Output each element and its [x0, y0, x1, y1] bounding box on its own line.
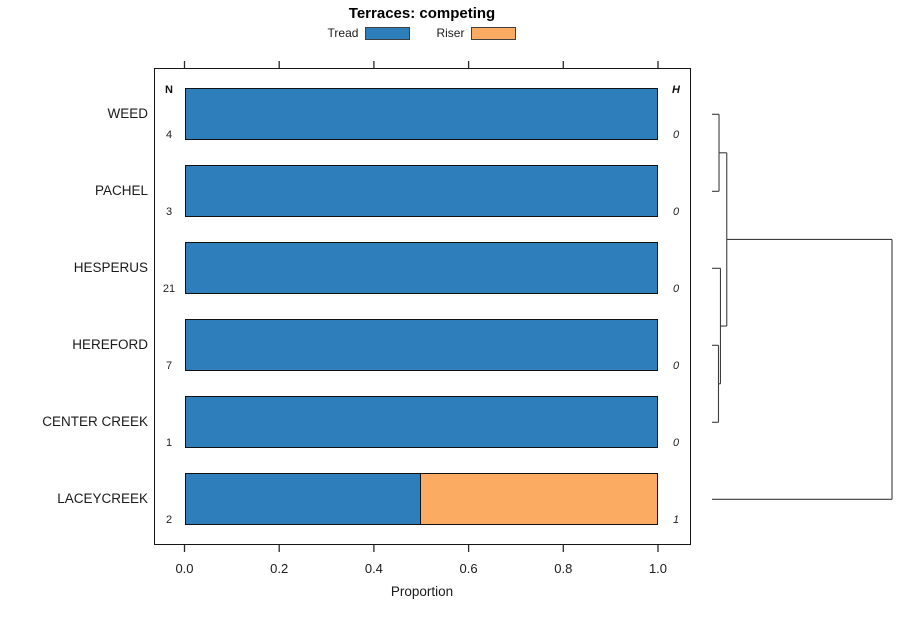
legend-label: Riser [436, 26, 465, 40]
x-tick-label: 1.0 [648, 561, 668, 576]
n-value: 3 [165, 206, 173, 219]
x-tick-label: 0.2 [270, 561, 289, 576]
x-axis-label: Proportion [390, 584, 454, 599]
legend-label: Tread [327, 26, 359, 40]
h-value: 0 [672, 360, 680, 373]
n-value: 1 [165, 437, 173, 450]
n-value: 2 [165, 514, 173, 527]
bar-tread [184, 242, 658, 295]
bar-tread [184, 88, 658, 141]
h-value: 0 [672, 437, 680, 450]
h-value: 1 [672, 514, 680, 527]
h-column-header: H [672, 84, 680, 96]
h-value: 0 [672, 206, 680, 219]
legend-swatch-tread [365, 26, 411, 40]
row-label: HESPERUS [73, 260, 148, 276]
bar-tread [184, 165, 658, 218]
bar-tread [184, 319, 658, 372]
legend: Tread Riser [153, 24, 691, 42]
chart-title: Terraces: competing [348, 5, 496, 22]
bar-tread [184, 396, 658, 449]
bar-tread [184, 473, 422, 526]
legend-item: Riser [436, 26, 517, 40]
h-value: 0 [672, 129, 680, 142]
row-label: PACHEL [94, 183, 148, 199]
n-value: 4 [165, 129, 173, 142]
n-value: 21 [162, 283, 176, 296]
row-label: HEREFORD [72, 337, 148, 353]
row-label: WEED [107, 106, 149, 122]
x-tick-label: 0.8 [554, 561, 573, 576]
row-label: LACEYCREEK [57, 491, 148, 507]
n-column-header: N [165, 84, 173, 96]
n-value: 7 [165, 360, 173, 373]
x-tick-label: 0.4 [364, 561, 383, 576]
x-tick-label: 0.6 [459, 561, 478, 576]
plot-box [153, 68, 691, 545]
legend-swatch-riser [471, 26, 517, 40]
h-value: 0 [672, 283, 680, 296]
bar-riser [421, 473, 658, 526]
x-tick-label: 0.0 [175, 561, 194, 576]
row-label: CENTER CREEK [42, 414, 148, 430]
legend-item: Tread [328, 26, 411, 40]
